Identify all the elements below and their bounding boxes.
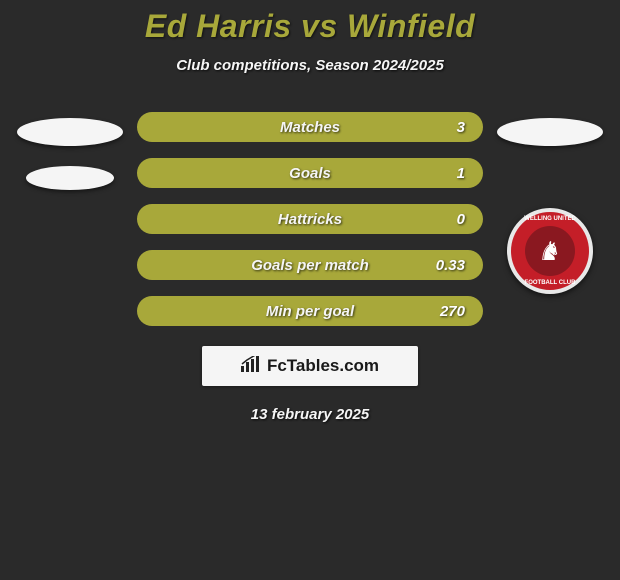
chart-icon	[241, 356, 261, 377]
stat-label: Min per goal	[266, 303, 354, 320]
body-row: Matches 3 Goals 1 Hattricks 0 Goals per …	[0, 112, 620, 326]
stat-bar-gpm: Goals per match 0.33	[137, 250, 483, 280]
stat-value: 0.33	[436, 257, 465, 274]
badge-top-text: WELLING UNITED	[524, 216, 576, 222]
brand-text: FcTables.com	[267, 356, 379, 376]
stat-label: Goals	[289, 165, 331, 182]
horse-icon: ♞	[538, 236, 561, 267]
badge-bottom-text: FOOTBALL CLUB	[525, 280, 576, 286]
club-placeholder-oval	[26, 166, 114, 190]
stats-list: Matches 3 Goals 1 Hattricks 0 Goals per …	[137, 112, 483, 326]
player-placeholder-oval	[17, 118, 123, 146]
right-side: WELLING UNITED FOOTBALL CLUB ♞	[490, 112, 610, 294]
stat-bar-mpg: Min per goal 270	[137, 296, 483, 326]
infographic-container: Ed Harris vs Winfield Club competitions,…	[0, 0, 620, 423]
page-title: Ed Harris vs Winfield	[145, 8, 475, 45]
stat-value: 3	[457, 119, 465, 136]
left-side	[10, 112, 130, 190]
club-badge: WELLING UNITED FOOTBALL CLUB ♞	[507, 208, 593, 294]
stat-label: Goals per match	[251, 257, 369, 274]
stat-value: 0	[457, 211, 465, 228]
stat-bar-matches: Matches 3	[137, 112, 483, 142]
brand-box[interactable]: FcTables.com	[202, 346, 418, 386]
stat-label: Matches	[280, 119, 340, 136]
stat-value: 270	[440, 303, 465, 320]
stat-label: Hattricks	[278, 211, 342, 228]
date-text: 13 february 2025	[251, 406, 369, 423]
stat-bar-hattricks: Hattricks 0	[137, 204, 483, 234]
footer: FcTables.com 13 february 2025	[202, 346, 418, 423]
stat-bar-goals: Goals 1	[137, 158, 483, 188]
stat-value: 1	[457, 165, 465, 182]
player-placeholder-oval	[497, 118, 603, 146]
subtitle: Club competitions, Season 2024/2025	[176, 57, 444, 74]
